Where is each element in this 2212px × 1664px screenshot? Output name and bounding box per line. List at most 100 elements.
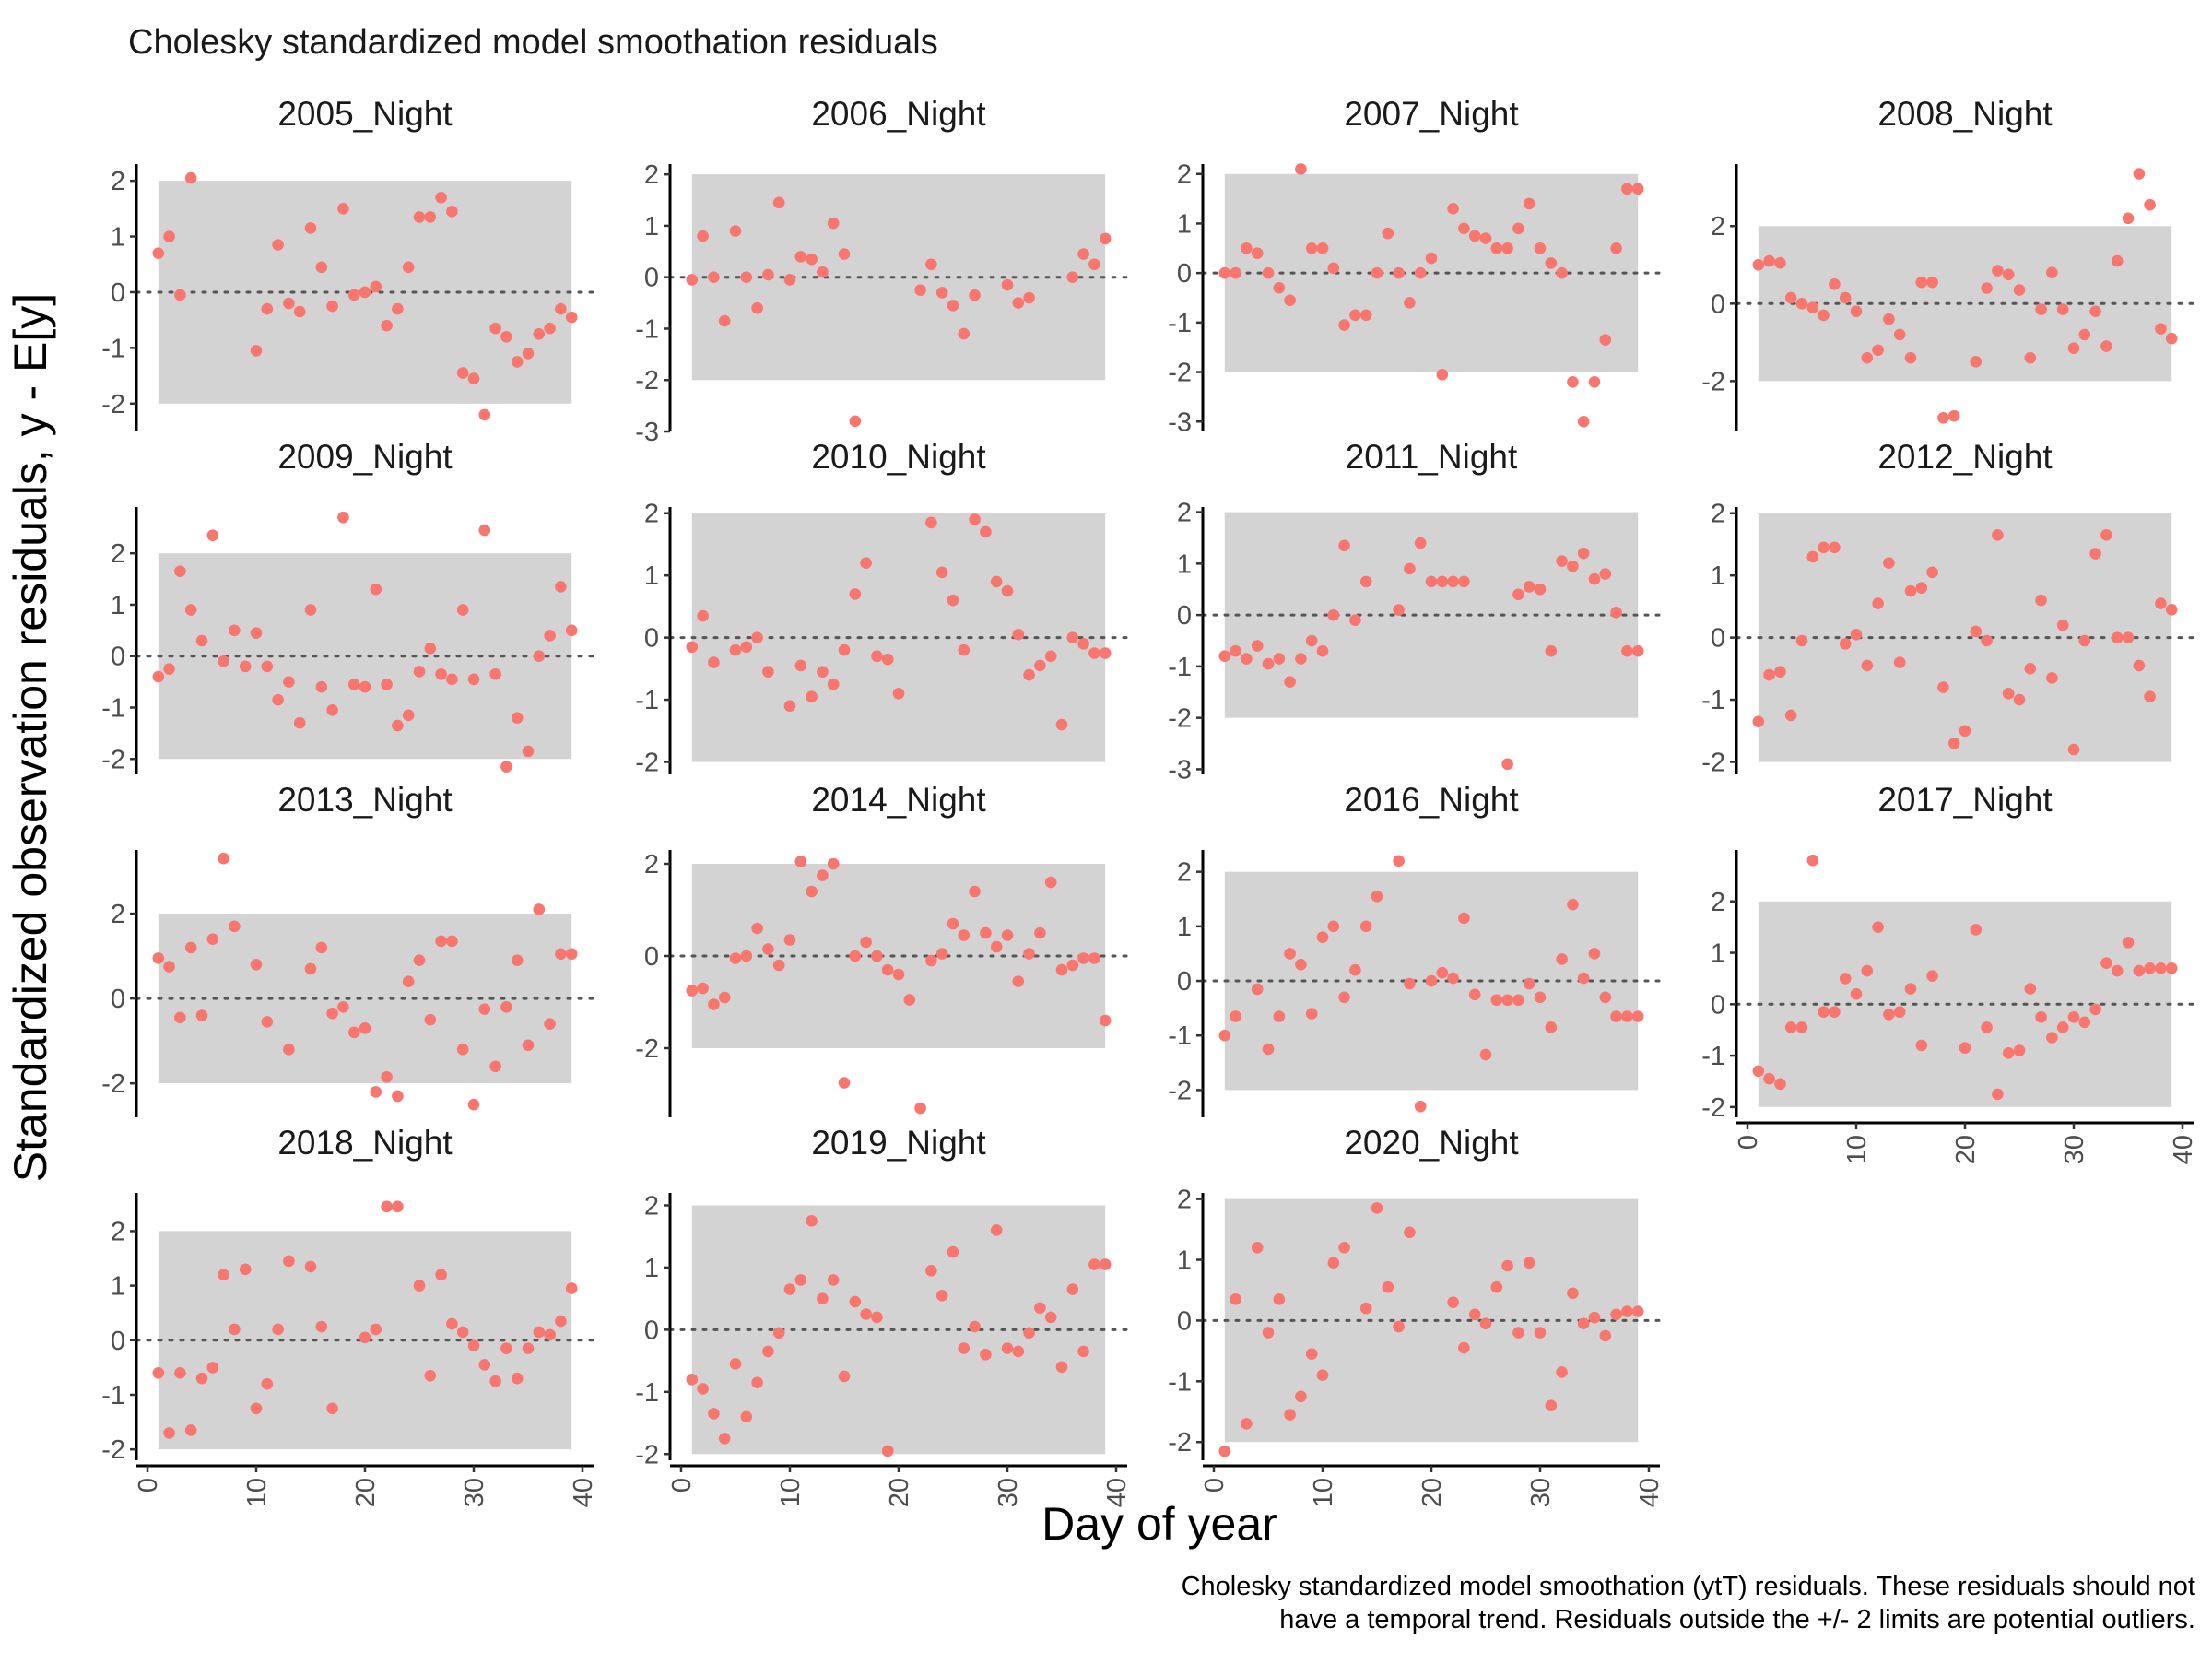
y-tick-label: -3: [1168, 407, 1192, 437]
y-tick-label: 2: [644, 1191, 659, 1221]
residual-point: [337, 1001, 349, 1013]
residual-point: [1631, 644, 1644, 657]
y-tick-label: 2: [1177, 1186, 1192, 1215]
facet-panel: 2008_Night -2 0 2: [1701, 95, 2195, 431]
residual-point: [1305, 634, 1318, 647]
residual-point: [359, 680, 371, 693]
residual-point: [925, 954, 937, 967]
residual-point: [1947, 409, 1960, 422]
panel-strip-label: 2017_Night: [1877, 781, 2053, 819]
residual-point: [1588, 375, 1601, 388]
y-tick-label: 2: [111, 1217, 125, 1246]
residual-point: [881, 963, 894, 976]
y-tick-label: -2: [635, 1034, 659, 1064]
residual-point: [1970, 356, 1983, 368]
residual-point: [347, 1026, 360, 1039]
residual-point: [1621, 1305, 1633, 1317]
residual-point: [1893, 656, 1906, 668]
y-tick-label: 1: [1177, 209, 1192, 239]
residual-point: [1970, 625, 1983, 638]
outlier-band: [1224, 173, 1639, 372]
residual-point: [239, 660, 252, 673]
y-tick-label: 2: [1711, 500, 1725, 529]
residual-point: [1904, 584, 1917, 597]
residual-point: [1338, 539, 1350, 552]
residual-point: [174, 1011, 186, 1024]
residual-point: [1534, 242, 1547, 254]
y-tick-label: -1: [1168, 1021, 1192, 1051]
outlier-band: [691, 864, 1106, 1048]
residual-point: [347, 679, 360, 690]
y-tick-label: 2: [1711, 212, 1725, 242]
residual-point: [1588, 1311, 1601, 1324]
residual-point: [1610, 607, 1622, 619]
residual-point: [817, 869, 829, 881]
residual-point: [2035, 1010, 2047, 1023]
y-tick-label: 1: [1711, 561, 1725, 591]
y-tick-label: -2: [101, 1435, 125, 1465]
residual-point: [347, 289, 360, 301]
residual-point: [1850, 987, 1863, 1000]
residual-point: [806, 253, 818, 266]
residual-point: [1904, 351, 1917, 364]
residual-point: [261, 660, 274, 673]
residual-point: [522, 1342, 535, 1354]
residual-point: [1556, 1366, 1568, 1378]
residual-point: [511, 356, 524, 368]
y-tick-label: -2: [1168, 359, 1192, 388]
residual-point: [544, 1328, 556, 1341]
y-tick-label: -2: [1701, 749, 1725, 778]
residual-point: [1523, 977, 1535, 990]
residual-point: [163, 1427, 175, 1439]
residual-point: [838, 248, 851, 260]
residual-point: [1567, 898, 1579, 911]
residual-point: [467, 1339, 480, 1352]
residual-point: [206, 1362, 219, 1374]
y-tick-label: 1: [1711, 939, 1725, 969]
residual-point: [370, 280, 382, 293]
residual-point: [1631, 1010, 1644, 1022]
residual-point: [958, 327, 971, 340]
residual-point: [370, 1086, 382, 1098]
residual-point: [489, 1375, 501, 1387]
residual-point: [1382, 1280, 1394, 1293]
residual-point: [1012, 628, 1025, 641]
residual-point: [1447, 575, 1459, 588]
residual-point: [1959, 725, 1971, 738]
y-tick-label: 0: [111, 278, 125, 308]
residual-point: [947, 300, 959, 312]
residual-point: [772, 959, 785, 972]
residual-point: [1218, 266, 1231, 279]
residual-point: [555, 1315, 567, 1328]
residual-point: [729, 225, 742, 237]
facet-panel: 2012_Night -2 -1 0 1 2: [1701, 438, 2195, 778]
residual-point: [1621, 183, 1633, 195]
panel-strip-label: 2016_Night: [1344, 781, 1519, 819]
residual-point: [1099, 647, 1112, 659]
y-tick-label: 0: [1177, 1306, 1192, 1336]
panel-strip-label: 2020_Night: [1344, 1124, 1519, 1162]
y-tick-label: 0: [1711, 990, 1725, 1020]
residual-point: [1490, 242, 1503, 254]
residual-point: [2144, 690, 2156, 702]
residual-point: [980, 525, 992, 538]
y-tick-label: -1: [1168, 1367, 1192, 1397]
residual-point: [413, 211, 426, 223]
residual-point: [925, 1265, 937, 1277]
residual-point: [1752, 1065, 1765, 1078]
residual-point: [1327, 262, 1340, 275]
residual-point: [1316, 242, 1329, 254]
outlier-band: [158, 914, 572, 1084]
residual-point: [1001, 584, 1014, 597]
residual-point: [914, 284, 926, 296]
residual-point: [359, 1022, 371, 1034]
residual-point: [2122, 631, 2135, 643]
residual-point: [478, 524, 491, 537]
residual-point: [1763, 1072, 1775, 1085]
y-tick-label: -2: [1701, 367, 1725, 396]
residual-point: [544, 322, 556, 335]
residual-point: [1872, 597, 1884, 609]
residual-point: [1621, 1010, 1633, 1022]
residual-point: [1034, 1302, 1046, 1315]
